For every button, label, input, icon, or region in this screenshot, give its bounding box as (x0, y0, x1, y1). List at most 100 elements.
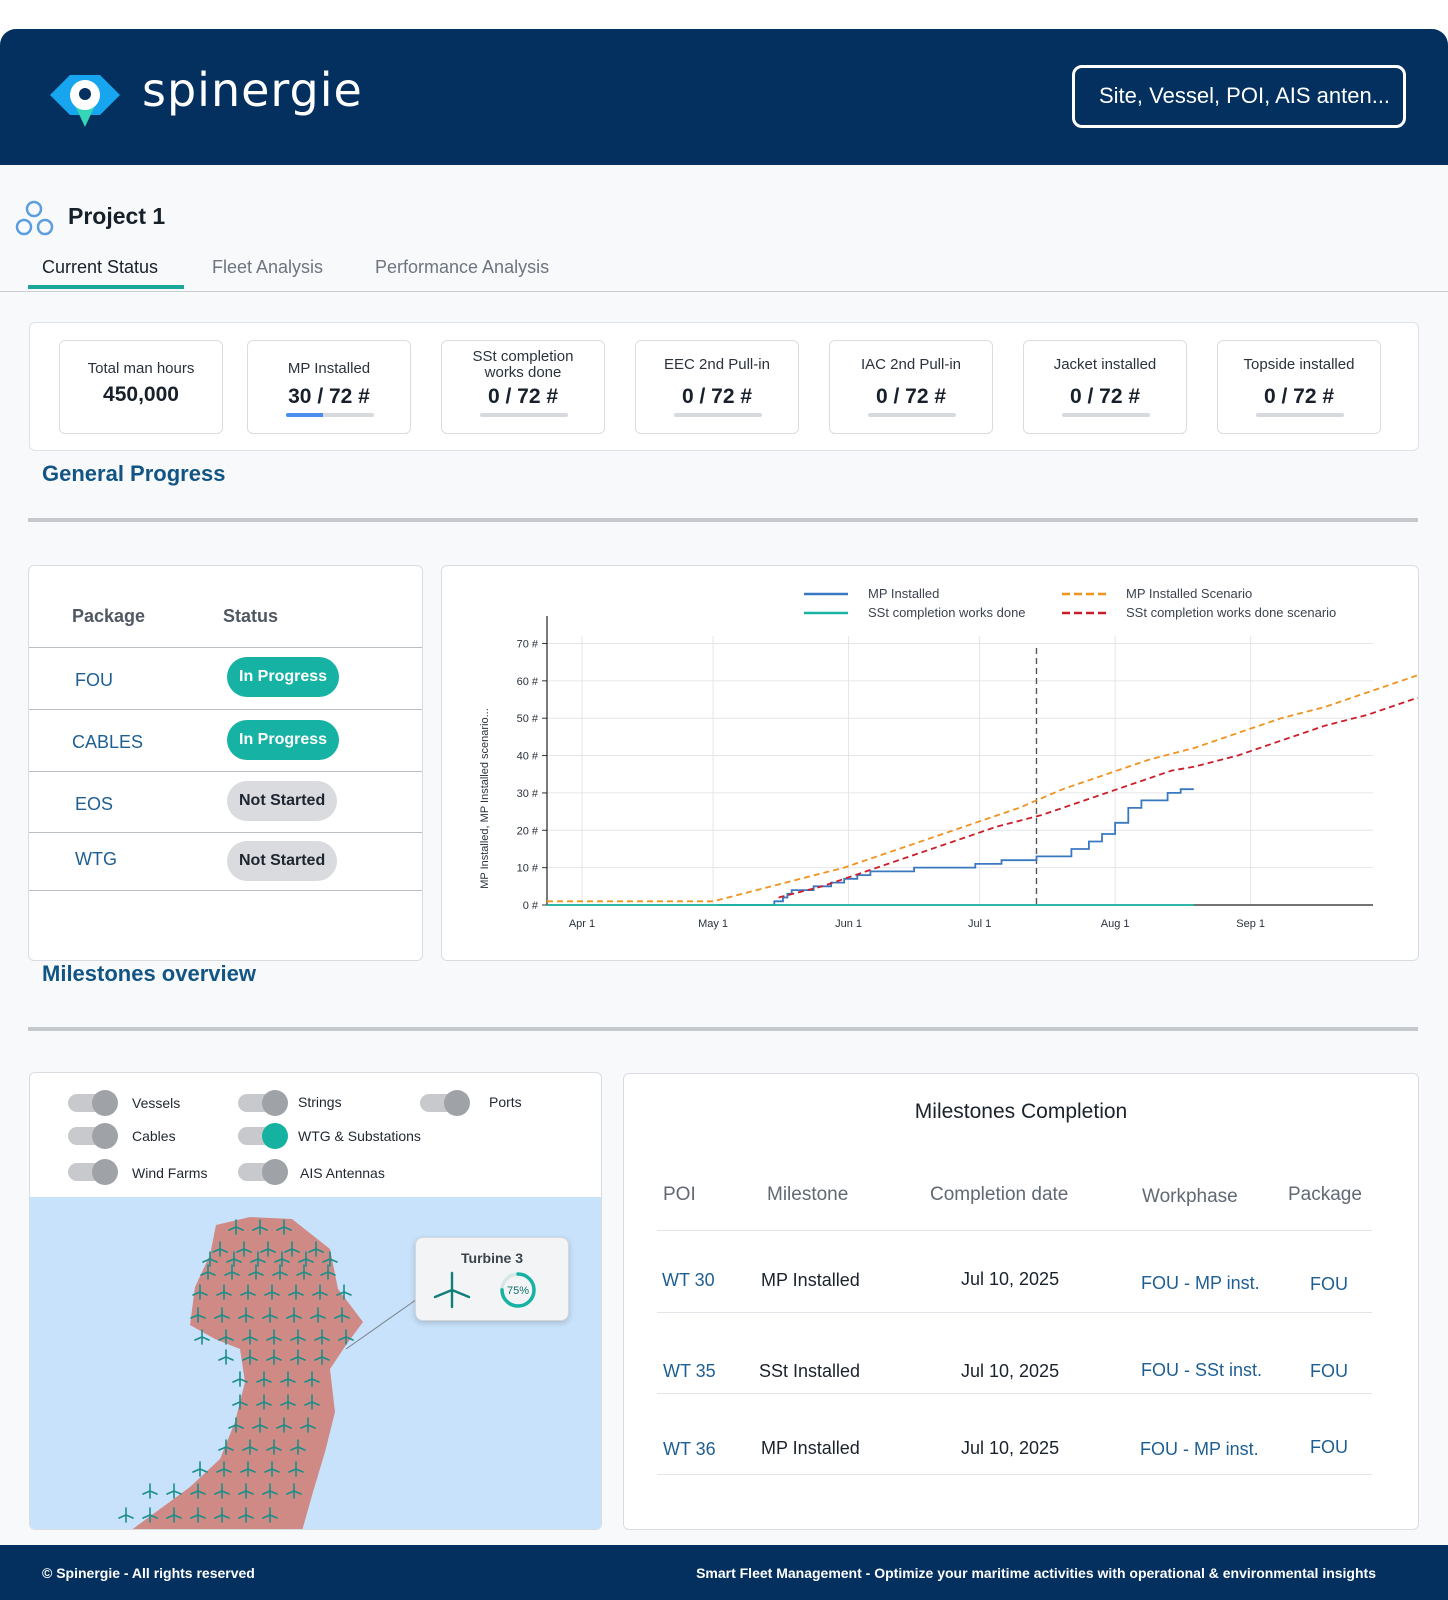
turbine-marker[interactable] (280, 1371, 296, 1387)
turbine-marker[interactable] (272, 1264, 288, 1280)
turbine-marker[interactable] (214, 1483, 230, 1499)
turbine-marker[interactable] (216, 1461, 232, 1477)
table-row[interactable]: CABLES In Progress (29, 709, 422, 771)
milestone-workphase[interactable]: FOU - MP inst. (1141, 1273, 1260, 1293)
milestone-package[interactable]: FOU (1310, 1361, 1348, 1381)
turbine-marker[interactable] (308, 1241, 324, 1257)
turbine-marker[interactable] (322, 1251, 338, 1267)
turbine-marker[interactable] (190, 1507, 206, 1523)
turbine-marker[interactable] (248, 1264, 264, 1280)
turbine-marker[interactable] (256, 1371, 272, 1387)
turbine-marker[interactable] (236, 1241, 252, 1257)
turbine-marker[interactable] (280, 1394, 296, 1410)
turbine-marker[interactable] (228, 1219, 244, 1235)
turbine-marker[interactable] (142, 1483, 158, 1499)
column-header-poi[interactable]: POI (663, 1184, 696, 1205)
tab-fleet-analysis[interactable]: Fleet Analysis (212, 257, 324, 277)
turbine-marker[interactable] (304, 1394, 320, 1410)
turbine-marker[interactable] (286, 1483, 302, 1499)
turbine-marker[interactable] (218, 1349, 234, 1365)
turbine-marker[interactable] (274, 1251, 290, 1267)
turbine-marker[interactable] (262, 1483, 278, 1499)
table-row[interactable]: EOS Not Started (29, 771, 422, 833)
turbine-marker[interactable] (288, 1284, 304, 1300)
toggle-vessels[interactable] (68, 1090, 118, 1116)
turbine-marker[interactable] (242, 1329, 258, 1345)
milestone-poi[interactable]: WT 30 (662, 1270, 715, 1290)
brand-name[interactable]: spinergie (142, 63, 363, 117)
turbine-marker[interactable] (298, 1251, 314, 1267)
turbine-marker[interactable] (334, 1307, 350, 1323)
column-header-completion-date[interactable]: Completion date (930, 1184, 1069, 1205)
package-name[interactable]: WTG (75, 849, 117, 869)
turbine-marker[interactable] (314, 1349, 330, 1365)
turbine-marker[interactable] (242, 1349, 258, 1365)
turbine-marker[interactable] (290, 1439, 306, 1455)
turbine-marker[interactable] (284, 1241, 300, 1257)
turbine-marker[interactable] (190, 1307, 206, 1323)
toggle-ports[interactable] (420, 1090, 470, 1116)
turbine-marker[interactable] (166, 1483, 182, 1499)
turbine-marker[interactable] (304, 1371, 320, 1387)
turbine-marker[interactable] (240, 1284, 256, 1300)
turbine-marker[interactable] (290, 1329, 306, 1345)
toggle-wtg-substations[interactable] (238, 1123, 288, 1149)
milestone-workphase[interactable]: FOU - MP inst. (1140, 1439, 1259, 1459)
turbine-marker[interactable] (232, 1371, 248, 1387)
turbine-marker[interactable] (260, 1241, 276, 1257)
turbine-marker[interactable] (290, 1349, 306, 1365)
milestone-poi[interactable]: WT 35 (663, 1361, 716, 1381)
column-header-package[interactable]: Package (1288, 1184, 1362, 1205)
turbine-marker[interactable] (216, 1284, 232, 1300)
turbine-marker[interactable] (192, 1284, 208, 1300)
turbine-marker[interactable] (226, 1251, 242, 1267)
turbine-marker[interactable] (202, 1251, 218, 1267)
turbine-marker[interactable] (286, 1307, 302, 1323)
turbine-marker[interactable] (320, 1264, 336, 1280)
column-header-milestone[interactable]: Milestone (767, 1184, 849, 1205)
package-name[interactable]: FOU (75, 670, 113, 690)
tab-current-status[interactable]: Current Status (42, 257, 159, 277)
turbine-marker[interactable] (242, 1439, 258, 1455)
turbine-marker[interactable] (238, 1507, 254, 1523)
turbine-marker[interactable] (262, 1307, 278, 1323)
toggle-wind-farms[interactable] (68, 1159, 118, 1185)
turbine-marker[interactable] (218, 1439, 234, 1455)
turbine-marker[interactable] (224, 1264, 240, 1280)
turbine-marker[interactable] (276, 1219, 292, 1235)
package-name[interactable]: CABLES (72, 732, 144, 752)
turbine-marker[interactable] (232, 1394, 248, 1410)
wind-farm-map[interactable]: Turbine 3 75% (30, 1197, 601, 1529)
turbine-marker[interactable] (190, 1483, 206, 1499)
turbine-marker[interactable] (228, 1417, 244, 1433)
search-input[interactable]: Site, Vessel, POI, AIS anten... (1072, 65, 1406, 128)
turbine-marker[interactable] (238, 1483, 254, 1499)
turbine-marker[interactable] (264, 1461, 280, 1477)
turbine-marker[interactable] (312, 1284, 328, 1300)
turbine-marker[interactable] (262, 1507, 278, 1523)
turbine-marker[interactable] (264, 1284, 280, 1300)
turbine-marker[interactable] (314, 1329, 330, 1345)
table-row[interactable]: FOU In Progress (29, 647, 422, 709)
column-header-workphase[interactable]: Workphase (1142, 1186, 1238, 1207)
turbine-marker[interactable] (252, 1417, 268, 1433)
package-name[interactable]: EOS (75, 794, 114, 814)
turbine-marker[interactable] (338, 1329, 354, 1345)
turbine-marker[interactable] (166, 1507, 182, 1523)
milestone-package[interactable]: FOU (1310, 1437, 1348, 1457)
turbine-marker[interactable] (310, 1307, 326, 1323)
turbine-marker[interactable] (300, 1417, 316, 1433)
turbine-marker[interactable] (266, 1439, 282, 1455)
turbine-marker[interactable] (214, 1307, 230, 1323)
toggle-ais-antennas[interactable] (238, 1159, 288, 1185)
turbine-marker[interactable] (336, 1284, 352, 1300)
turbine-marker[interactable] (214, 1507, 230, 1523)
tab-performance-analysis[interactable]: Performance Analysis (375, 257, 550, 277)
turbine-popup[interactable]: Turbine 3 75% (415, 1237, 569, 1321)
turbine-marker[interactable] (250, 1251, 266, 1267)
milestone-package[interactable]: FOU (1310, 1274, 1348, 1294)
turbine-marker[interactable] (142, 1507, 158, 1523)
turbine-marker[interactable] (266, 1349, 282, 1365)
turbine-marker[interactable] (192, 1461, 208, 1477)
turbine-marker[interactable] (240, 1461, 256, 1477)
